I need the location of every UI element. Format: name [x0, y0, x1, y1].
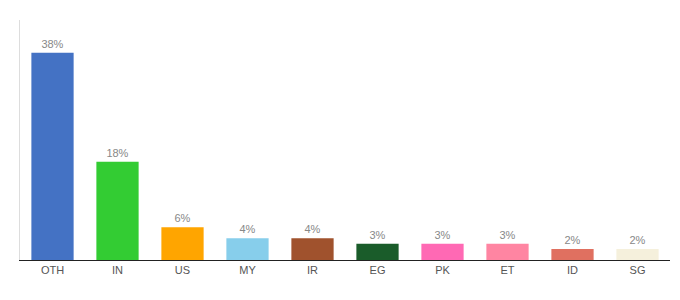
svg-text:6%: 6%: [174, 212, 190, 224]
svg-text:ET: ET: [500, 264, 514, 276]
svg-text:2%: 2%: [629, 234, 645, 246]
svg-text:3%: 3%: [434, 229, 450, 241]
svg-text:MY: MY: [239, 264, 256, 276]
svg-text:3%: 3%: [499, 229, 515, 241]
svg-text:4%: 4%: [304, 223, 320, 235]
svg-text:2%: 2%: [564, 234, 580, 246]
svg-text:18%: 18%: [106, 147, 128, 159]
svg-text:38%: 38%: [41, 38, 63, 50]
svg-text:OTH: OTH: [41, 264, 64, 276]
svg-text:PK: PK: [435, 264, 450, 276]
svg-text:US: US: [175, 264, 190, 276]
svg-text:EG: EG: [370, 264, 386, 276]
svg-text:SG: SG: [630, 264, 646, 276]
svg-text:IR: IR: [307, 264, 318, 276]
svg-text:3%: 3%: [369, 229, 385, 241]
svg-text:ID: ID: [567, 264, 578, 276]
svg-text:4%: 4%: [239, 223, 255, 235]
svg-text:IN: IN: [112, 264, 123, 276]
